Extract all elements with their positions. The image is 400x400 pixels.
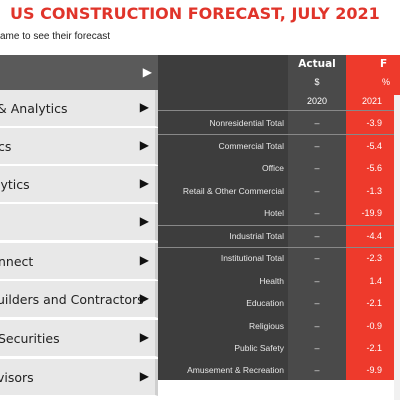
triangle-right-icon: ▶ <box>142 65 152 79</box>
page-scrollbar[interactable] <box>394 95 400 400</box>
actual-year: 2020 <box>306 96 328 106</box>
row-label: Retail & Other Commercial <box>182 186 284 196</box>
triangle-right-icon: ▶ <box>139 138 149 152</box>
row-actual: – <box>314 118 320 128</box>
row-divider <box>158 134 400 135</box>
forecaster-list-header[interactable]: ▶ <box>0 55 158 90</box>
forecaster-item-label: & Analytics <box>0 100 68 116</box>
row-label: Religious <box>249 321 284 331</box>
forecast-table: Actual $ 2020 F % 2021 Nonresidential To… <box>158 55 400 380</box>
forecast-year: 2021 <box>362 96 383 106</box>
row-label: Industrial Total <box>229 231 284 241</box>
forecaster-item-label: nnect <box>0 253 34 269</box>
triangle-right-icon: ▶ <box>139 291 149 305</box>
row-label: Institutional Total <box>220 253 284 263</box>
row-actual: – <box>314 186 320 196</box>
forecaster-item-label: uilders and Contractors <box>0 291 144 307</box>
row-forecast: 1.4 <box>369 276 382 286</box>
row-actual: – <box>314 141 320 151</box>
row-label: Commercial Total <box>218 141 284 151</box>
row-label: Health <box>259 276 284 286</box>
row-actual: – <box>314 231 320 241</box>
row-actual: – <box>314 276 320 286</box>
row-actual: – <box>314 298 320 308</box>
page-title: US CONSTRUCTION FORECAST, JULY 2021 <box>10 4 380 23</box>
triangle-right-icon: ▶ <box>139 214 149 228</box>
row-forecast: -5.4 <box>366 141 382 151</box>
row-forecast: -3.9 <box>366 118 382 128</box>
row-forecast: -4.4 <box>366 231 382 241</box>
triangle-right-icon: ▶ <box>139 253 149 267</box>
row-actual: – <box>314 321 320 331</box>
forecaster-item-analytics[interactable]: & Analytics ▶ <box>0 90 158 127</box>
forecaster-item-label: cs <box>0 138 12 154</box>
page-instructions: ame to see their forecast <box>0 31 111 42</box>
forecaster-item-label: lytics <box>0 176 30 192</box>
row-actual: – <box>314 343 320 353</box>
forecaster-item-analytics-2[interactable]: lytics ▶ <box>0 166 158 203</box>
row-forecast: -9.9 <box>366 365 382 375</box>
triangle-right-icon: ▶ <box>139 330 149 344</box>
row-label: Hotel <box>264 208 284 218</box>
row-label: Public Safety <box>234 343 284 353</box>
triangle-right-icon: ▶ <box>139 100 149 114</box>
row-actual: – <box>314 253 320 263</box>
forecaster-item-4[interactable]: ▶ <box>0 204 158 241</box>
forecaster-item-economics[interactable]: cs ▶ <box>0 128 158 165</box>
row-forecast: -2.1 <box>366 298 382 308</box>
forecaster-item-connect[interactable]: nnect ▶ <box>0 243 158 280</box>
actual-header: Actual <box>298 58 336 70</box>
forecaster-item-advisors[interactable]: visors ▶ <box>0 359 158 396</box>
row-forecast: -2.1 <box>366 343 382 353</box>
forecast-column <box>346 55 400 380</box>
row-label: Nonresidential Total <box>209 118 285 128</box>
row-label: Education <box>246 298 284 308</box>
row-divider <box>158 247 400 248</box>
forecaster-item-builders-contractors[interactable]: uilders and Contractors ▶ <box>0 281 158 318</box>
triangle-right-icon: ▶ <box>139 369 149 383</box>
row-divider <box>158 225 400 226</box>
segment-column <box>158 55 288 380</box>
row-forecast: -1.3 <box>366 186 382 196</box>
row-forecast: -2.3 <box>366 253 382 263</box>
row-label: Amusement & Recreation <box>187 365 284 375</box>
row-forecast: -19.9 <box>361 208 382 218</box>
forecaster-item-label: visors <box>0 369 34 385</box>
forecast-unit: % <box>382 77 391 87</box>
forecaster-item-label: Securities <box>0 330 60 346</box>
row-forecast: -5.6 <box>366 163 382 173</box>
header-divider <box>158 110 400 111</box>
forecaster-list: ▶ & Analytics ▶ cs ▶ lytics ▶ ▶ nnect ▶ … <box>0 55 158 400</box>
actual-column <box>288 55 346 380</box>
forecaster-item-securities[interactable]: Securities ▶ <box>0 320 158 357</box>
row-actual: – <box>314 163 320 173</box>
triangle-right-icon: ▶ <box>139 176 149 190</box>
row-label: Office <box>261 163 284 173</box>
row-actual: – <box>314 365 320 375</box>
actual-unit: $ <box>314 77 320 87</box>
row-forecast: -0.9 <box>366 321 382 331</box>
row-actual: – <box>314 208 320 218</box>
forecast-header: F <box>380 58 388 70</box>
